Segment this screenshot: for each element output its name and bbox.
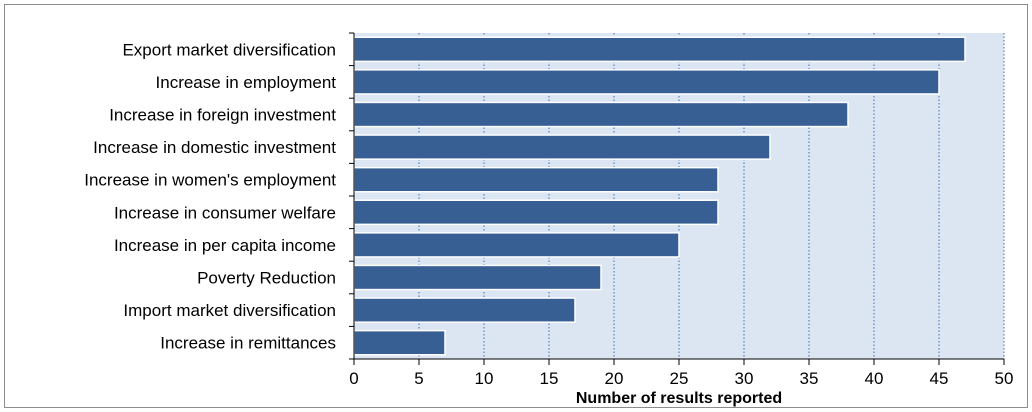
x-tick-label: 50 <box>995 369 1014 388</box>
x-tick-label: 25 <box>670 369 689 388</box>
bar <box>353 232 680 258</box>
x-tick-label: 5 <box>414 369 423 388</box>
category-label: Export market diversification <box>122 40 336 59</box>
x-tick-label: 10 <box>475 369 494 388</box>
bar <box>353 166 719 193</box>
bar <box>353 329 446 356</box>
x-tick-label: 20 <box>605 369 624 388</box>
bar <box>353 134 771 160</box>
category-label: Import market diversification <box>123 301 336 320</box>
category-label: Poverty Reduction <box>197 269 336 288</box>
x-tick-label: 30 <box>735 369 754 388</box>
bar <box>353 69 940 95</box>
bar <box>353 36 966 63</box>
x-tick-label: 15 <box>540 369 559 388</box>
category-label: Increase in women's employment <box>84 171 336 190</box>
x-tick-label: 45 <box>930 369 949 388</box>
bar <box>353 199 719 226</box>
x-axis-title: Number of results reported <box>576 390 782 407</box>
category-label: Increase in consumer welfare <box>114 203 336 222</box>
category-label: Increase in domestic investment <box>93 138 336 157</box>
category-label: Increase in remittances <box>160 334 336 353</box>
bar <box>353 264 602 291</box>
bar <box>353 297 576 323</box>
bar <box>353 101 849 128</box>
x-tick-label: 0 <box>349 369 358 388</box>
category-label: Increase in employment <box>156 73 337 92</box>
x-tick-label: 40 <box>865 369 884 388</box>
category-label: Increase in foreign investment <box>109 106 336 125</box>
category-label: Increase in per capita income <box>114 236 336 255</box>
x-tick-label: 35 <box>800 369 819 388</box>
